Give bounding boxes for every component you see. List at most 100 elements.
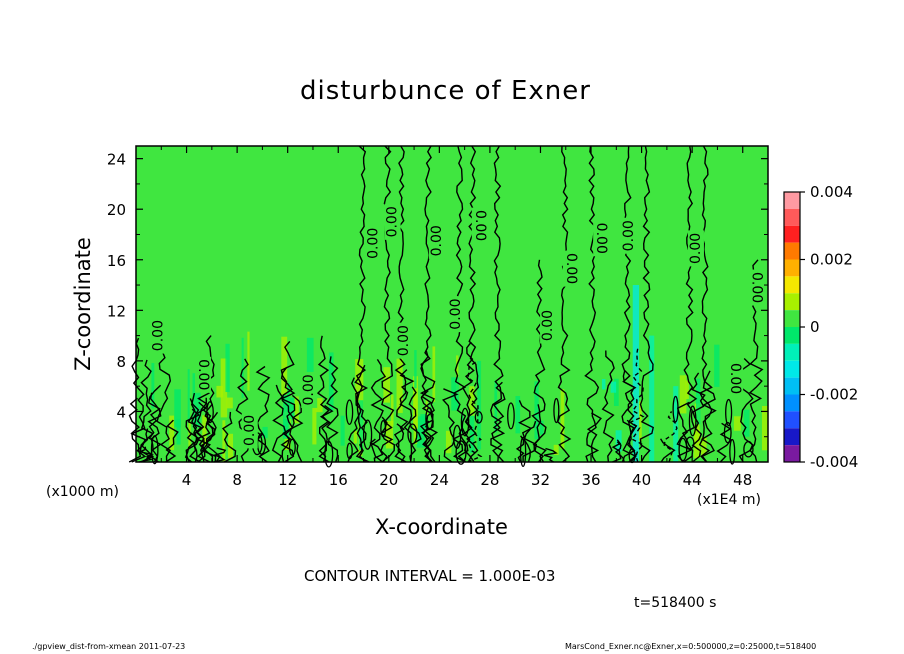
contour-label-bg [727,360,744,397]
contour-line [420,350,434,463]
x-tick-label: 36 [581,471,600,489]
contour-loop [288,438,296,456]
contour-line [370,359,387,463]
contour-interval-text: CONTOUR INTERVAL = 1.000E-03 [304,567,556,585]
x-tick-label: 40 [632,471,651,489]
contour-line [213,447,227,463]
colorbar-swatch [784,293,800,311]
field-patch [695,378,701,425]
contour-line [533,404,545,463]
contour-line [515,435,525,463]
contour-line [700,370,717,463]
field-patch [192,373,201,428]
field-patch [714,344,720,387]
contour-label-bg [620,217,637,254]
contour-loop [346,442,353,460]
contour-line [556,145,572,463]
field-patch [353,430,358,444]
contour-label: 0.00 [749,272,765,303]
colorbar-swatch [784,208,800,226]
contour-line [660,438,676,463]
x-tick-label: 28 [480,471,499,489]
y-unit-label: (x1000 m) [46,484,119,500]
contour-label-bg [241,412,258,449]
contour-label: 0.00 [151,320,167,351]
contour-line [271,384,287,463]
x-tick-label: 12 [278,471,297,489]
contour-line [639,145,655,463]
colorbar-swatch [784,192,800,209]
colorbar-swatch [784,394,800,412]
field-patch [613,378,619,406]
colorbar: 0.004 0.002 0 -0.002 -0.004 [783,183,858,471]
contour-label-bg [471,207,488,244]
field-patch [733,416,741,431]
contour-label-bg [301,371,318,408]
y-tick-label: 4 [116,403,126,421]
contour-label-bg [748,269,765,306]
field-patch [294,396,299,424]
field-patch [283,382,290,439]
x-tick-label: 20 [379,471,398,489]
contour-label-bg [593,220,610,257]
contour-line [461,341,475,463]
contour-loop [362,419,373,450]
colorbar-swatch [784,445,800,462]
field-patch [225,343,230,393]
contour-label: 0.00 [563,253,579,284]
colorbar-swatch [784,360,800,378]
colorbar-swatch [784,276,800,294]
contour-line [189,398,201,463]
field-patch [315,398,323,413]
footer-right-text: MarsCond_Exner.nc@Exner,x=0:500000,z=0:2… [565,642,817,651]
x-tick-label: 32 [531,471,550,489]
colorbar-swatch [784,225,800,243]
field-patch [228,433,234,459]
contour-loop [553,397,560,424]
field-patch [534,381,539,440]
contour-label: 0.00 [472,210,488,241]
colorbar-swatch [784,411,800,429]
contour-line [255,365,271,463]
contour-label-bg [447,296,464,333]
contour-line [187,392,203,463]
contour-label: 0.00 [448,299,464,330]
contour-label: 0.00 [366,228,382,259]
field-patch [679,375,687,414]
field-patch [312,397,317,445]
contour-line [195,397,208,463]
contour-loop [672,395,679,423]
field-patch [416,416,425,448]
field-patch [396,354,403,413]
contour-line [140,428,154,463]
contour-line [393,423,406,463]
contour-line [584,145,600,463]
colorbar-tick-label: -0.004 [810,453,858,471]
colorbar-tick-label: 0.004 [810,183,853,201]
contour-line [491,381,506,463]
contour-line [419,145,436,463]
y-tick-label: 8 [116,353,126,371]
contour-line [354,364,369,463]
contour-label-bg [395,322,412,359]
contour-line [280,366,295,463]
y-tick-label: 20 [107,201,126,219]
contour-line [201,335,217,463]
colorbar-swatch [784,310,800,327]
contour-loop [507,402,515,430]
contour-label-bg [562,250,579,287]
field-patch [226,397,233,409]
time-label: t=518400 s [634,595,717,611]
contour-line [518,400,533,463]
colorbar-swatch [784,377,800,395]
contour-loop [345,399,354,425]
x-tick-label: 4 [182,471,192,489]
contour-line [347,377,362,463]
contour-line [325,356,339,463]
x-unit-label: (x1E4 m) [697,492,761,508]
contour-label: 0.00 [688,233,704,264]
contour-line [380,145,396,463]
colorbar-swatch [784,428,800,446]
colorbar-tick-label: 0 [810,318,820,336]
